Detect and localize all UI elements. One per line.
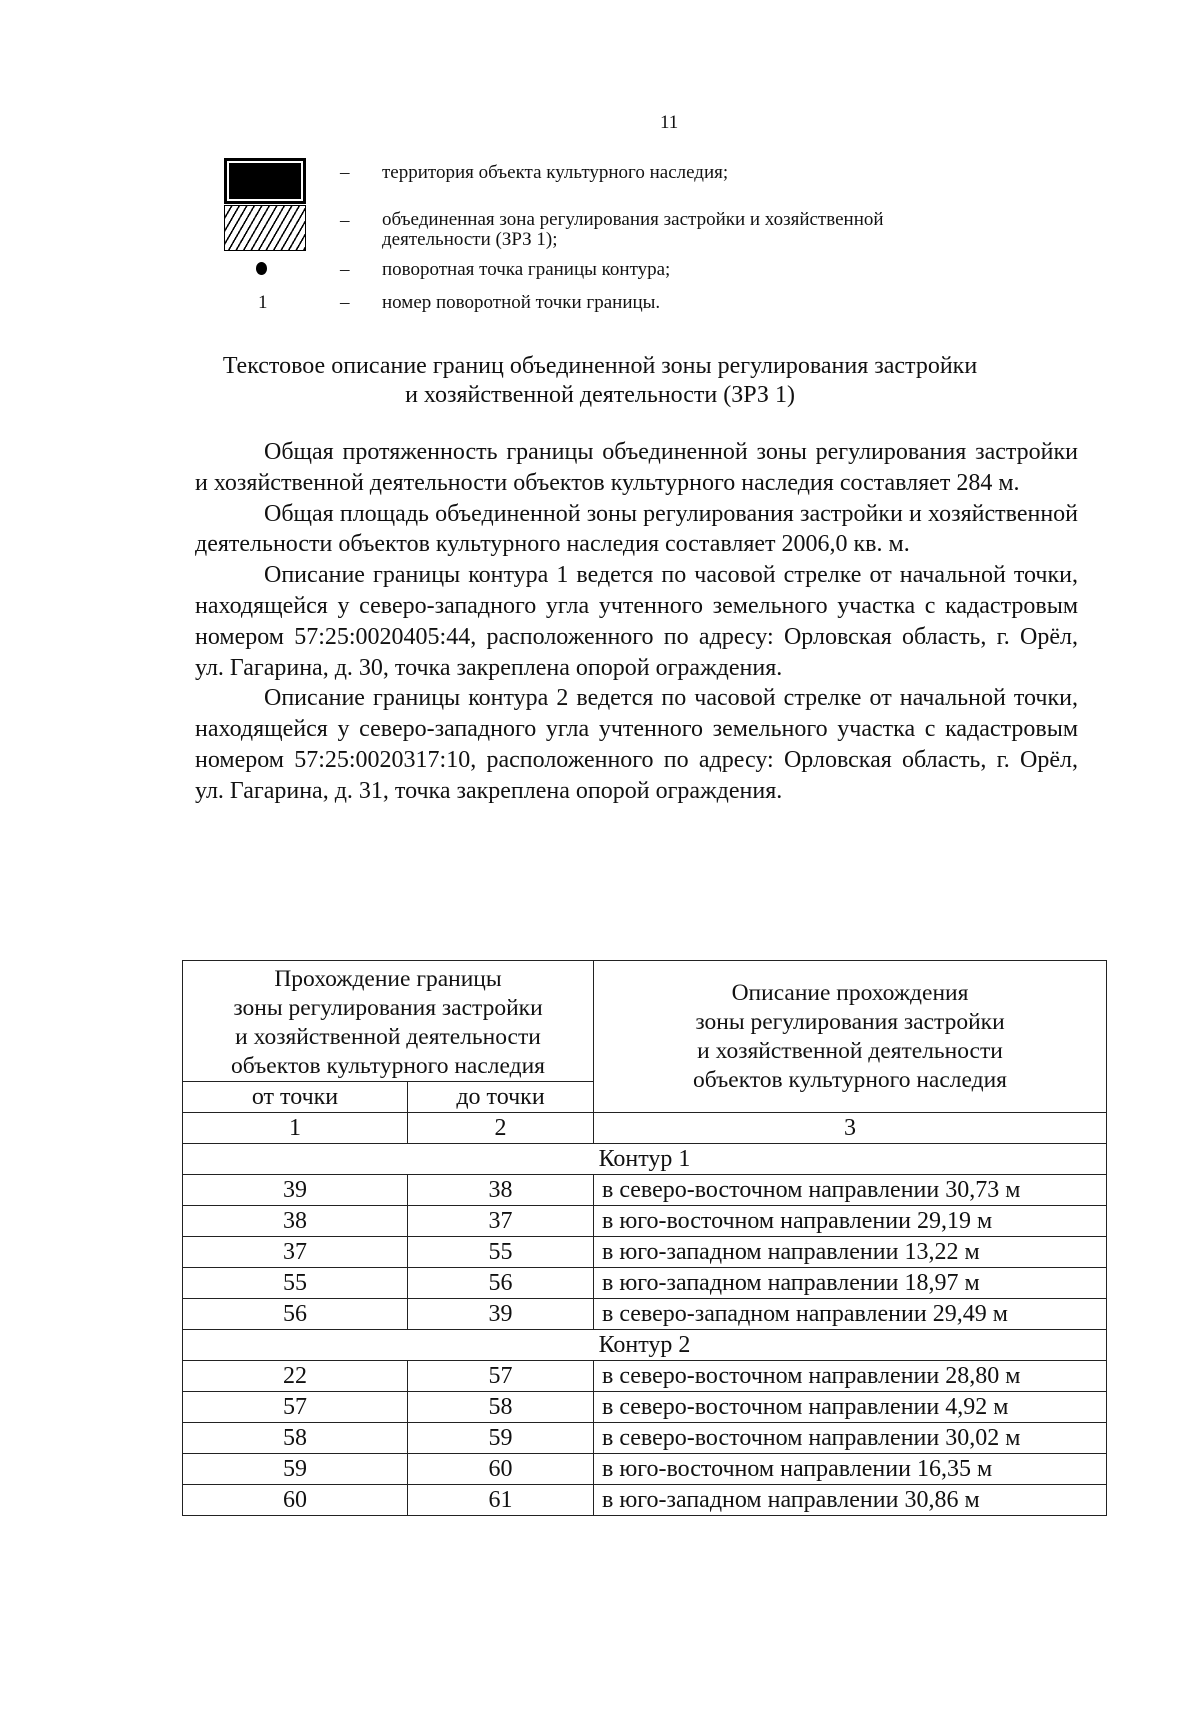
to-point-cell: 60 xyxy=(407,1453,594,1485)
table-row: 39 38 в северо-восточном направлении 30,73… xyxy=(182,1174,1107,1206)
section-row: Контур 2 xyxy=(182,1329,1107,1361)
title-line-2: и хозяйственной деятельности (ЗРЗ 1) xyxy=(405,382,795,408)
header-line: зоны регулирования застройки xyxy=(233,995,543,1021)
page-number: 11 xyxy=(660,112,679,133)
from-point-cell: 37 xyxy=(182,1236,408,1268)
boundary-table: Прохождение границы зоны регулирования з… xyxy=(182,960,1107,1516)
table-subheader-row: от точки до точки xyxy=(182,1081,1107,1113)
section-title: Текстовое описание границ объединенной з… xyxy=(0,352,1200,410)
to-point-cell: 38 xyxy=(407,1174,594,1206)
header-line: Описание прохождения xyxy=(731,979,969,1006)
heritage-territory-legend-icon xyxy=(224,158,306,204)
to-point-cell: 57 xyxy=(407,1360,594,1392)
header-description: Описание прохождения зоны регулирования … xyxy=(593,960,1107,1113)
paragraph: Общая площадь объединенной зоны регулиро… xyxy=(195,500,1078,558)
header-line: зоны регулирования застройки xyxy=(695,1008,1005,1035)
paragraph: Общая протяженность границы объединенной… xyxy=(195,439,1078,496)
legend-text: территория объекта культурного наследия; xyxy=(382,162,729,183)
description-cell: в северо-восточном направлении 30,02 м xyxy=(593,1422,1107,1454)
to-point-cell: 59 xyxy=(407,1422,594,1454)
column-number: 1 xyxy=(182,1112,408,1144)
point-number-legend-symbol: 1 xyxy=(258,292,268,313)
description-cell: в юго-западном направлении 18,97 м xyxy=(593,1267,1107,1299)
header-to-point: до точки xyxy=(407,1081,594,1113)
column-number-row: 1 2 3 xyxy=(182,1112,1107,1144)
header-line: объектов культурного наследия xyxy=(693,1066,1007,1093)
table-row: 59 60 в юго-восточном направлении 16,35 м xyxy=(182,1453,1107,1485)
paragraph: Описание границы контура 2 ведется по ча… xyxy=(195,685,1078,804)
header-boundary-passage: Прохождение границы зоны регулирования з… xyxy=(182,960,594,1082)
from-point-cell: 38 xyxy=(182,1205,408,1237)
column-number: 3 xyxy=(593,1112,1107,1144)
from-point-cell: 60 xyxy=(182,1484,408,1516)
legend-dash: – xyxy=(340,292,350,313)
description-cell: в северо-западном направлении 29,49 м xyxy=(593,1298,1107,1330)
header-from-point: от точки xyxy=(182,1081,408,1113)
from-point-cell: 57 xyxy=(182,1391,408,1423)
to-point-cell: 55 xyxy=(407,1236,594,1268)
description-cell: в северо-восточном направлении 28,80 м xyxy=(593,1360,1107,1392)
section-title: Контур 1 xyxy=(182,1143,1107,1175)
paragraph: Описание границы контура 1 ведется по ча… xyxy=(195,562,1078,681)
section-row: Контур 1 xyxy=(182,1143,1107,1175)
header-line: и хозяйственной деятельности xyxy=(235,1024,541,1050)
description-cell: в юго-восточном направлении 16,35 м xyxy=(593,1453,1107,1485)
to-point-cell: 61 xyxy=(407,1484,594,1516)
header-line: объектов культурного наследия xyxy=(231,1053,545,1079)
legend-text: номер поворотной точки границы. xyxy=(382,292,661,313)
description-cell: в юго-западном направлении 30,86 м xyxy=(593,1484,1107,1516)
from-point-cell: 59 xyxy=(182,1453,408,1485)
description-cell: в северо-восточном направлении 4,92 м xyxy=(593,1391,1107,1423)
to-point-cell: 39 xyxy=(407,1298,594,1330)
to-point-cell: 58 xyxy=(407,1391,594,1423)
turning-point-dot-icon xyxy=(256,262,267,275)
from-point-cell: 39 xyxy=(182,1174,408,1206)
table-row: 56 39 в северо-западном направлении 29,49 … xyxy=(182,1298,1107,1330)
to-point-cell: 37 xyxy=(407,1205,594,1237)
legend-dash: – xyxy=(340,259,350,280)
legend-text: поворотная точка границы контура; xyxy=(382,259,671,280)
to-point-cell: 56 xyxy=(407,1267,594,1299)
description-cell: в северо-восточном направлении 30,73 м xyxy=(593,1174,1107,1206)
description-cell: в юго-западном направлении 13,22 м xyxy=(593,1236,1107,1268)
header-line: и хозяйственной деятельности xyxy=(697,1037,1003,1064)
table-row: 22 57 в северо-восточном направлении 28,80… xyxy=(182,1360,1107,1392)
from-point-cell: 58 xyxy=(182,1422,408,1454)
section-title: Контур 2 xyxy=(182,1329,1107,1361)
table-row: 57 58 в северо-восточном направлении 4,92 … xyxy=(182,1391,1107,1423)
body-text: Общая протяженность границы объединенной… xyxy=(195,437,1078,807)
legend-text: объединенная зона регулирования застройк… xyxy=(382,209,884,250)
header-line: Прохождение границы xyxy=(274,966,502,992)
column-number: 2 xyxy=(407,1112,594,1144)
table-row: 38 37 в юго-восточном направлении 29,19 м xyxy=(182,1205,1107,1237)
from-point-cell: 55 xyxy=(182,1267,408,1299)
title-line-1: Текстовое описание границ объединенной з… xyxy=(222,353,978,379)
description-cell: в юго-восточном направлении 29,19 м xyxy=(593,1205,1107,1237)
from-point-cell: 56 xyxy=(182,1298,408,1330)
from-point-cell: 22 xyxy=(182,1360,408,1392)
table-row: 55 56 в юго-западном направлении 18,97 м xyxy=(182,1267,1107,1299)
table-row: 58 59 в северо-восточном направлении 30,02… xyxy=(182,1422,1107,1454)
table-header-row: Прохождение границы зоны регулирования з… xyxy=(182,960,1107,1113)
table-row: 60 61 в юго-западном направлении 30,86 м xyxy=(182,1484,1107,1516)
table-row: 37 55 в юго-западном направлении 13,22 м xyxy=(182,1236,1107,1268)
legend-dash: – xyxy=(340,162,350,183)
legend-dash: – xyxy=(340,210,350,231)
regulation-zone-hatch-legend-icon xyxy=(224,205,306,251)
